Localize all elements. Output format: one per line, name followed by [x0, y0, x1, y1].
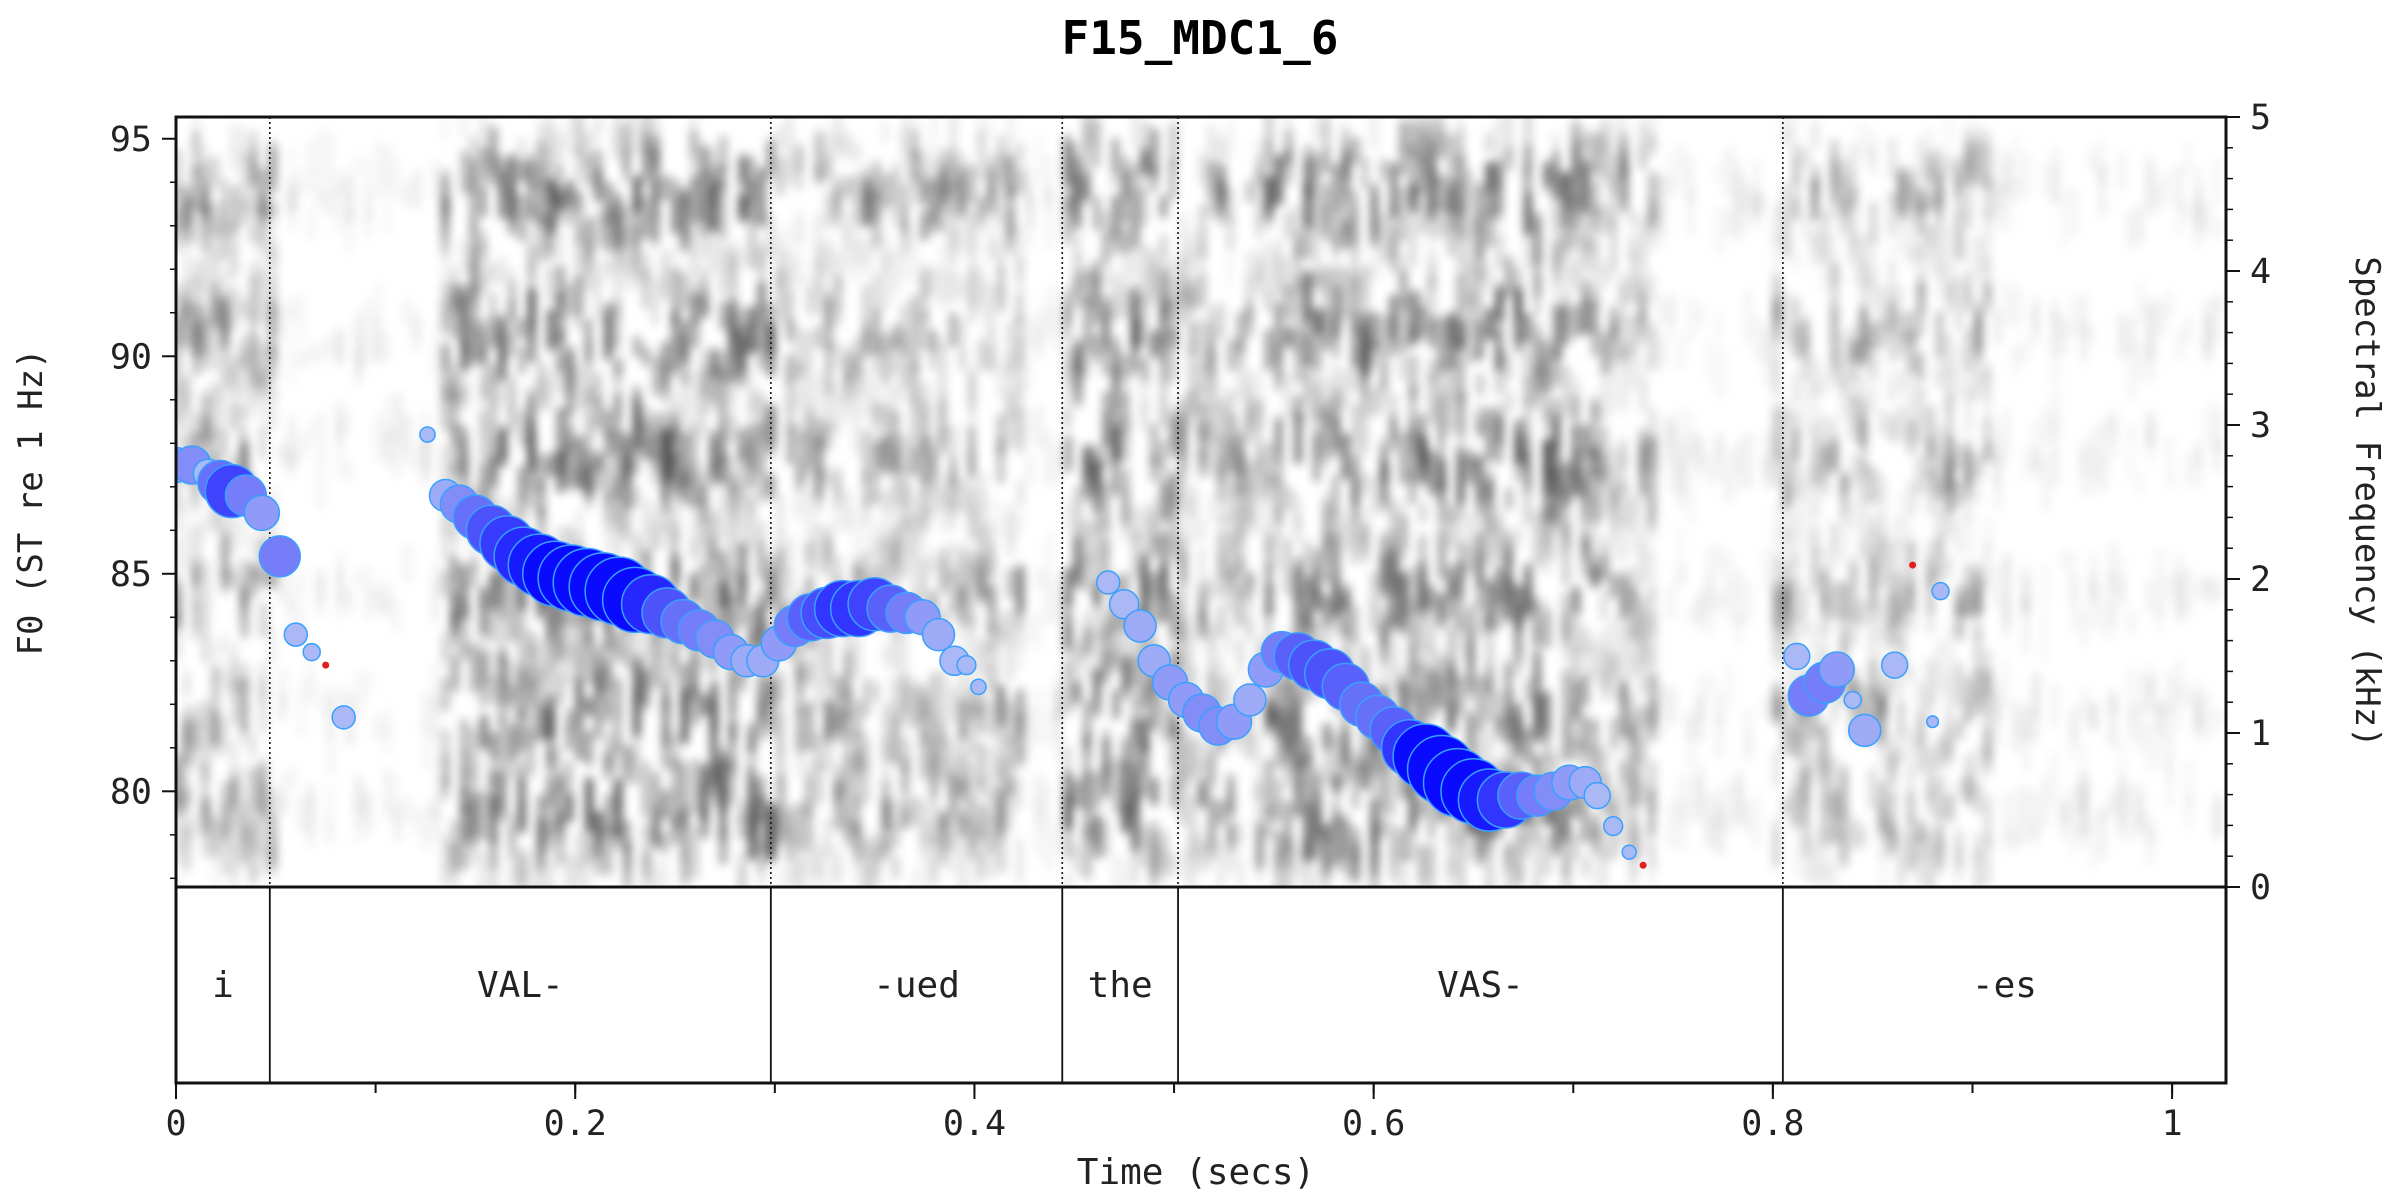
f0-point: [1931, 581, 1950, 601]
y-right-tick-label: 1: [2250, 714, 2271, 754]
y-axis-label: F0 (ST re 1 Hz): [11, 348, 51, 655]
x-tick-label: 0.4: [943, 1104, 1006, 1144]
f0-point: [1233, 683, 1267, 717]
f0-point: [1783, 642, 1811, 671]
y-right-tick-label: 5: [2250, 98, 2271, 138]
f0-point: [921, 617, 956, 652]
y-right-tick-label: 2: [2250, 560, 2271, 600]
f0-point: [1603, 815, 1624, 837]
y-right-tick-label: 3: [2250, 406, 2271, 446]
f0-point: [970, 678, 987, 696]
x-tick-label: 1: [2162, 1104, 2183, 1144]
segment-label: VAS-: [1437, 965, 1524, 1006]
y-axis-left: 80 85 90 95: [110, 120, 176, 880]
segment-tier-frame: [174, 885, 2228, 1085]
segment-label: the: [1088, 965, 1153, 1006]
y-axis-right-label: Spectral Frequency (kHz): [2347, 256, 2387, 747]
x-axis-label: Time (secs): [1077, 1152, 1315, 1193]
f0-point: [1095, 570, 1121, 595]
segment-label: -es: [1972, 965, 2037, 1006]
segment-label: -ued: [873, 965, 960, 1006]
segment-label: VAL-: [477, 965, 564, 1006]
f0-point: [1880, 651, 1909, 679]
f0-point: [283, 622, 309, 647]
y-axis-right: 0 1 2 3 4 5: [2226, 98, 2271, 908]
f0-point: [331, 705, 356, 730]
unvoiced-point: [1909, 561, 1917, 569]
f0-point: [956, 654, 977, 676]
f0-point: [419, 426, 436, 443]
spectrogram-background: [176, 117, 2222, 887]
chart-title: F15_MDC1_6: [1062, 11, 1339, 65]
segment-label: i: [212, 965, 234, 1006]
y-right-tick-label: 4: [2250, 252, 2271, 292]
y-tick-label: 85: [110, 555, 152, 595]
x-tick-label: 0.6: [1342, 1104, 1405, 1144]
x-tick-label: 0.8: [1741, 1104, 1804, 1144]
y-right-tick-label: 0: [2250, 868, 2271, 908]
x-tick-label: 0: [165, 1104, 186, 1144]
x-tick-label: 0.2: [544, 1104, 607, 1144]
f0-point: [1123, 609, 1157, 643]
f0-point: [1818, 651, 1856, 688]
y-tick-label: 90: [110, 337, 152, 377]
f0-points: [176, 426, 1950, 869]
unvoiced-point: [322, 661, 330, 669]
spectrogram-texture: [176, 117, 2222, 887]
y-tick-label: 80: [110, 772, 152, 812]
f0-point: [1621, 844, 1637, 860]
f0-point: [302, 642, 321, 662]
f0-point: [1843, 690, 1862, 710]
unvoiced-point: [1639, 861, 1647, 869]
f0-point: [243, 494, 281, 532]
y-tick-label: 95: [110, 120, 152, 160]
segment-labels: i VAL- -ued the VAS- -es: [212, 965, 2037, 1006]
f0-point: [258, 535, 302, 578]
f0-point: [1583, 781, 1611, 810]
x-axis: 0 0.2 0.4 0.6 0.8 1: [165, 1083, 2183, 1144]
f0-point: [1108, 588, 1140, 620]
f0-point: [1847, 713, 1882, 748]
f0-point: [1926, 715, 1940, 729]
